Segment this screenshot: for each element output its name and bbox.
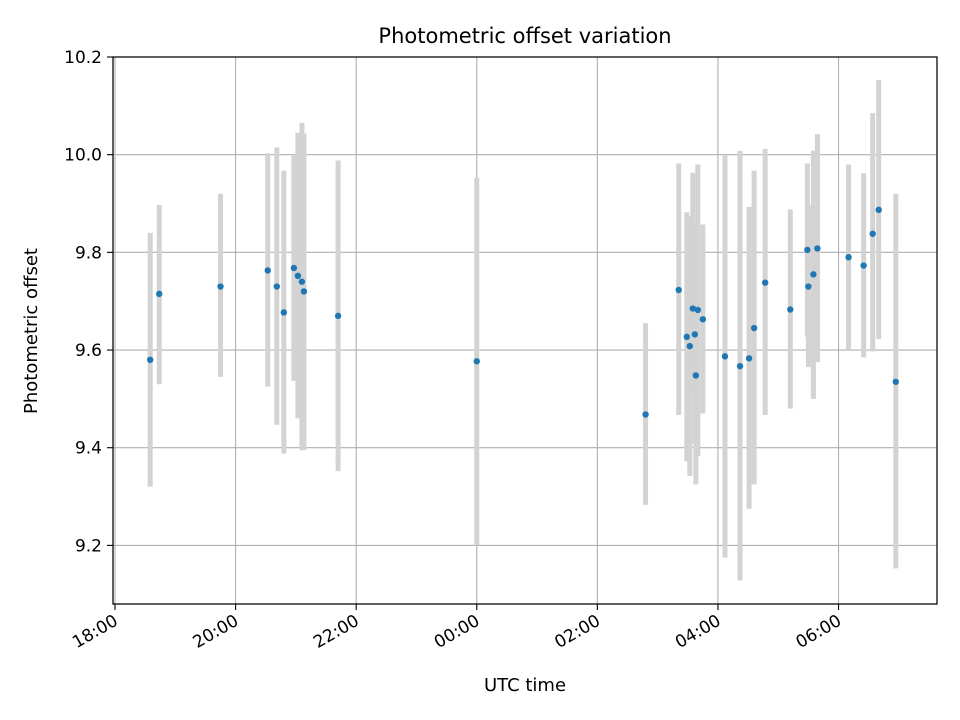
data-point: [736, 362, 744, 370]
data-point: [805, 283, 812, 290]
data-point: [294, 272, 302, 279]
data-point: [300, 288, 308, 295]
y-tick-label: 9.8: [75, 243, 102, 263]
y-tick-label: 9.4: [75, 439, 102, 459]
data-point: [814, 245, 821, 252]
data-point: [298, 278, 306, 285]
data-point: [699, 316, 707, 323]
y-axis-title: Photometric offset: [21, 248, 42, 414]
data-point: [761, 279, 769, 286]
data-point: [683, 333, 690, 341]
data-point: [692, 372, 700, 379]
data-point: [810, 271, 817, 278]
data-point: [273, 283, 280, 290]
data-point: [860, 262, 867, 269]
data-point: [146, 356, 154, 364]
chart-title: Photometric offset variation: [378, 24, 671, 48]
plot-frame: [112, 56, 938, 605]
data-point: [473, 358, 480, 365]
data-point: [845, 254, 852, 261]
y-tick-label: 9.2: [75, 536, 102, 556]
data-point: [745, 355, 753, 362]
data-point: [869, 230, 876, 237]
data-point: [787, 306, 794, 313]
data-point: [689, 305, 697, 312]
data-point: [686, 342, 693, 350]
data-point: [750, 324, 758, 332]
data-point: [156, 290, 163, 298]
data-point: [264, 267, 271, 274]
data-point: [642, 411, 649, 418]
data-point: [804, 246, 811, 254]
data-point: [694, 306, 702, 314]
y-tick-label: 10.2: [64, 48, 102, 68]
data-point: [892, 378, 899, 385]
y-tick-label: 10.0: [64, 146, 102, 166]
data-point: [334, 312, 342, 320]
data-point: [691, 331, 699, 338]
x-axis-title: UTC time: [484, 675, 566, 696]
data-point: [280, 309, 288, 316]
data-point: [217, 283, 224, 290]
data-points: [146, 206, 899, 418]
data-point: [875, 206, 882, 214]
plot-area: [113, 57, 937, 604]
data-point: [290, 264, 298, 272]
data-point: [721, 353, 729, 360]
y-tick-label: 9.6: [75, 341, 102, 361]
data-point: [675, 286, 682, 294]
y-axis: 9.2 9.4 9.6 9.8 10.0 10.2: [64, 48, 113, 556]
